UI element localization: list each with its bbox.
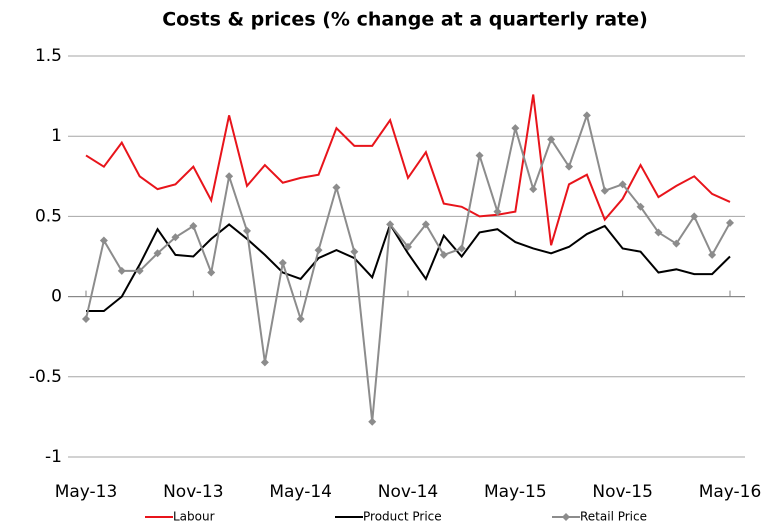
point-marker: [386, 220, 395, 229]
series-line: [86, 222, 731, 313]
series-line: [85, 94, 731, 246]
y-tick-label: 1: [51, 126, 62, 146]
x-tick-label: Nov-14: [378, 482, 439, 502]
x-tick-label: May-14: [269, 482, 332, 502]
point-marker: [618, 180, 627, 189]
point-marker: [332, 183, 341, 192]
point-marker: [547, 135, 556, 144]
point-marker: [243, 226, 251, 235]
point-marker: [225, 172, 234, 181]
point-marker: [368, 417, 377, 426]
x-tick-label: May-16: [699, 482, 762, 502]
y-tick-label: 0.5: [35, 206, 62, 226]
point-marker: [82, 315, 90, 324]
point-marker: [260, 358, 269, 367]
legend-label: Retail Price: [580, 510, 647, 524]
legend-label: Product Price: [363, 510, 442, 524]
point-marker: [636, 202, 645, 211]
point-marker: [296, 315, 305, 324]
point-marker: [135, 266, 144, 275]
point-marker: [153, 249, 162, 258]
point-marker: [529, 185, 538, 194]
y-tick-label: -1: [45, 447, 62, 467]
point-marker: [600, 186, 609, 195]
x-tick-label: Nov-13: [163, 482, 224, 502]
point-marker: [582, 111, 591, 120]
point-marker: [511, 124, 520, 133]
point-marker: [439, 250, 448, 259]
point-marker: [350, 247, 359, 256]
point-marker: [421, 220, 430, 229]
point-marker: [117, 266, 126, 275]
point-marker: [726, 218, 734, 227]
point-marker: [708, 250, 717, 259]
y-tick-label: -0.5: [29, 367, 62, 387]
x-tick-label: Nov-15: [592, 482, 653, 502]
point-marker: [99, 236, 108, 245]
point-marker: [493, 207, 502, 216]
point-marker: [565, 162, 573, 171]
point-marker: [207, 268, 216, 277]
point-marker: [654, 228, 663, 237]
y-tick-label: 1.5: [35, 46, 62, 66]
legend-label: Labour: [173, 510, 215, 524]
x-tick-label: May-15: [484, 482, 547, 502]
series-line: [85, 111, 731, 422]
point-marker: [314, 246, 323, 255]
point-marker: [404, 242, 412, 251]
x-tick-label: May-13: [55, 482, 118, 502]
point-marker: [690, 212, 699, 221]
chart-title: Costs & prices (% change at a quarterly …: [162, 9, 648, 31]
point-marker: [457, 244, 466, 253]
y-tick-label: 0: [51, 287, 62, 307]
point-marker: [189, 222, 198, 231]
point-marker: [278, 258, 287, 267]
legend-marker: [562, 513, 570, 521]
point-marker: [171, 233, 180, 242]
point-marker: [475, 151, 484, 160]
point-marker: [672, 239, 681, 248]
